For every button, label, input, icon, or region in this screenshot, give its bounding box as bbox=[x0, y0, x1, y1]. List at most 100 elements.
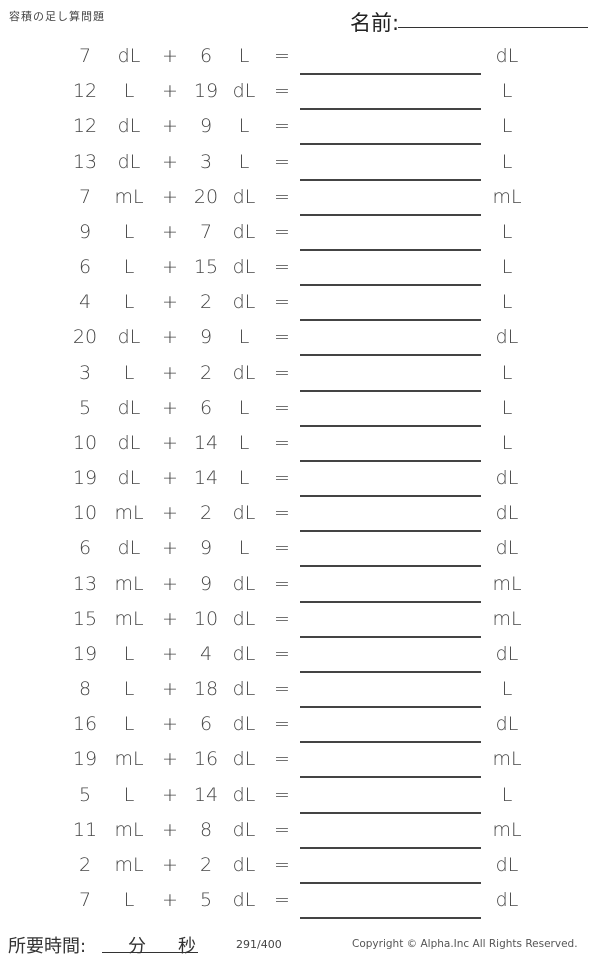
answer-field[interactable] bbox=[300, 811, 481, 814]
answer-unit: mL bbox=[492, 572, 522, 595]
first-number: 19 bbox=[72, 748, 98, 771]
plus-sign: + bbox=[162, 748, 178, 771]
first-unit: L bbox=[123, 783, 135, 806]
second-unit: dL bbox=[232, 256, 256, 279]
second-unit: dL bbox=[232, 502, 256, 525]
second-unit: dL bbox=[232, 607, 256, 630]
first-number: 9 bbox=[78, 220, 92, 243]
answer-unit: mL bbox=[492, 818, 522, 841]
second-unit: dL bbox=[232, 853, 256, 876]
problem-row: 16 L +6 dL = dL bbox=[0, 713, 600, 748]
second-unit: dL bbox=[232, 889, 256, 912]
answer-unit: dL bbox=[495, 537, 519, 560]
equals-sign: = bbox=[274, 150, 290, 173]
answer-field[interactable] bbox=[300, 600, 481, 603]
equals-sign: = bbox=[274, 431, 290, 454]
problem-row: 12 L +19 dL = L bbox=[0, 80, 600, 115]
answer-unit: dL bbox=[495, 45, 519, 67]
answer-field[interactable] bbox=[300, 389, 481, 392]
answer-field[interactable] bbox=[300, 565, 481, 568]
plus-sign: + bbox=[162, 361, 178, 384]
answer-field[interactable] bbox=[300, 319, 481, 322]
first-number: 5 bbox=[78, 396, 92, 419]
answer-field[interactable] bbox=[300, 354, 481, 357]
second-number: 9 bbox=[199, 115, 213, 138]
second-number: 14 bbox=[193, 783, 219, 806]
plus-sign: + bbox=[162, 326, 178, 349]
answer-field[interactable] bbox=[300, 73, 481, 75]
answer-unit: L bbox=[501, 150, 513, 173]
answer-unit: mL bbox=[492, 748, 522, 771]
problem-row: 11 mL +8 dL = mL bbox=[0, 819, 600, 854]
second-number: 16 bbox=[193, 748, 219, 771]
answer-field[interactable] bbox=[300, 881, 481, 884]
answer-field[interactable] bbox=[300, 776, 481, 779]
first-unit: dL bbox=[117, 150, 141, 173]
problem-row: 4 L +2 dL = L bbox=[0, 291, 600, 326]
problem-row: 20 dL +9 L = dL bbox=[0, 326, 600, 361]
plus-sign: + bbox=[162, 853, 178, 876]
first-number: 20 bbox=[72, 326, 98, 349]
problem-row: 8 L +18 dL = L bbox=[0, 678, 600, 713]
plus-sign: + bbox=[162, 431, 178, 454]
first-number: 6 bbox=[78, 537, 92, 560]
answer-unit: dL bbox=[495, 467, 519, 490]
worksheet-title: 容積の足し算問題 bbox=[9, 10, 105, 23]
second-unit: L bbox=[238, 537, 250, 560]
answer-field[interactable] bbox=[300, 424, 481, 427]
answer-field[interactable] bbox=[300, 459, 481, 462]
answer-unit: mL bbox=[492, 185, 522, 208]
second-number: 20 bbox=[193, 185, 219, 208]
answer-field[interactable] bbox=[300, 706, 481, 709]
answer-field[interactable] bbox=[300, 530, 481, 533]
equals-sign: = bbox=[274, 748, 290, 771]
equals-sign: = bbox=[274, 185, 290, 208]
first-unit: dL bbox=[117, 431, 141, 454]
answer-field[interactable] bbox=[300, 741, 481, 744]
first-number: 7 bbox=[78, 45, 92, 67]
first-number: 8 bbox=[78, 678, 92, 701]
name-label: 名前: bbox=[350, 11, 400, 35]
second-number: 4 bbox=[199, 642, 213, 665]
answer-field[interactable] bbox=[300, 178, 481, 181]
answer-unit: dL bbox=[495, 713, 519, 736]
problem-row: 2 mL +2 dL = dL bbox=[0, 854, 600, 889]
equals-sign: = bbox=[274, 783, 290, 806]
answer-field[interactable] bbox=[300, 635, 481, 638]
second-number: 6 bbox=[199, 713, 213, 736]
second-unit: L bbox=[238, 431, 250, 454]
equals-sign: = bbox=[274, 713, 290, 736]
answer-field[interactable] bbox=[300, 108, 481, 111]
equals-sign: = bbox=[274, 291, 290, 314]
second-unit: dL bbox=[232, 713, 256, 736]
plus-sign: + bbox=[162, 291, 178, 314]
first-number: 19 bbox=[72, 642, 98, 665]
plus-sign: + bbox=[162, 256, 178, 279]
time-field[interactable] bbox=[102, 952, 198, 953]
name-field[interactable] bbox=[398, 27, 588, 28]
second-unit: dL bbox=[232, 361, 256, 384]
first-number: 10 bbox=[72, 502, 98, 525]
first-unit: dL bbox=[117, 537, 141, 560]
first-unit: mL bbox=[114, 818, 144, 841]
answer-field[interactable] bbox=[300, 846, 481, 849]
answer-field[interactable] bbox=[300, 248, 481, 251]
equals-sign: = bbox=[274, 853, 290, 876]
plus-sign: + bbox=[162, 818, 178, 841]
answer-field[interactable] bbox=[300, 284, 481, 287]
answer-field[interactable] bbox=[300, 917, 481, 920]
plus-sign: + bbox=[162, 185, 178, 208]
problem-row: 5 L +14 dL = L bbox=[0, 784, 600, 819]
second-unit: dL bbox=[232, 642, 256, 665]
answer-field[interactable] bbox=[300, 495, 481, 498]
plus-sign: + bbox=[162, 889, 178, 912]
second-number: 5 bbox=[199, 889, 213, 912]
plus-sign: + bbox=[162, 783, 178, 806]
answer-field[interactable] bbox=[300, 143, 481, 146]
second-number: 2 bbox=[199, 291, 213, 314]
answer-field[interactable] bbox=[300, 213, 481, 216]
answer-field[interactable] bbox=[300, 670, 481, 673]
equals-sign: = bbox=[274, 326, 290, 349]
second-unit: dL bbox=[232, 291, 256, 314]
equals-sign: = bbox=[274, 80, 290, 103]
